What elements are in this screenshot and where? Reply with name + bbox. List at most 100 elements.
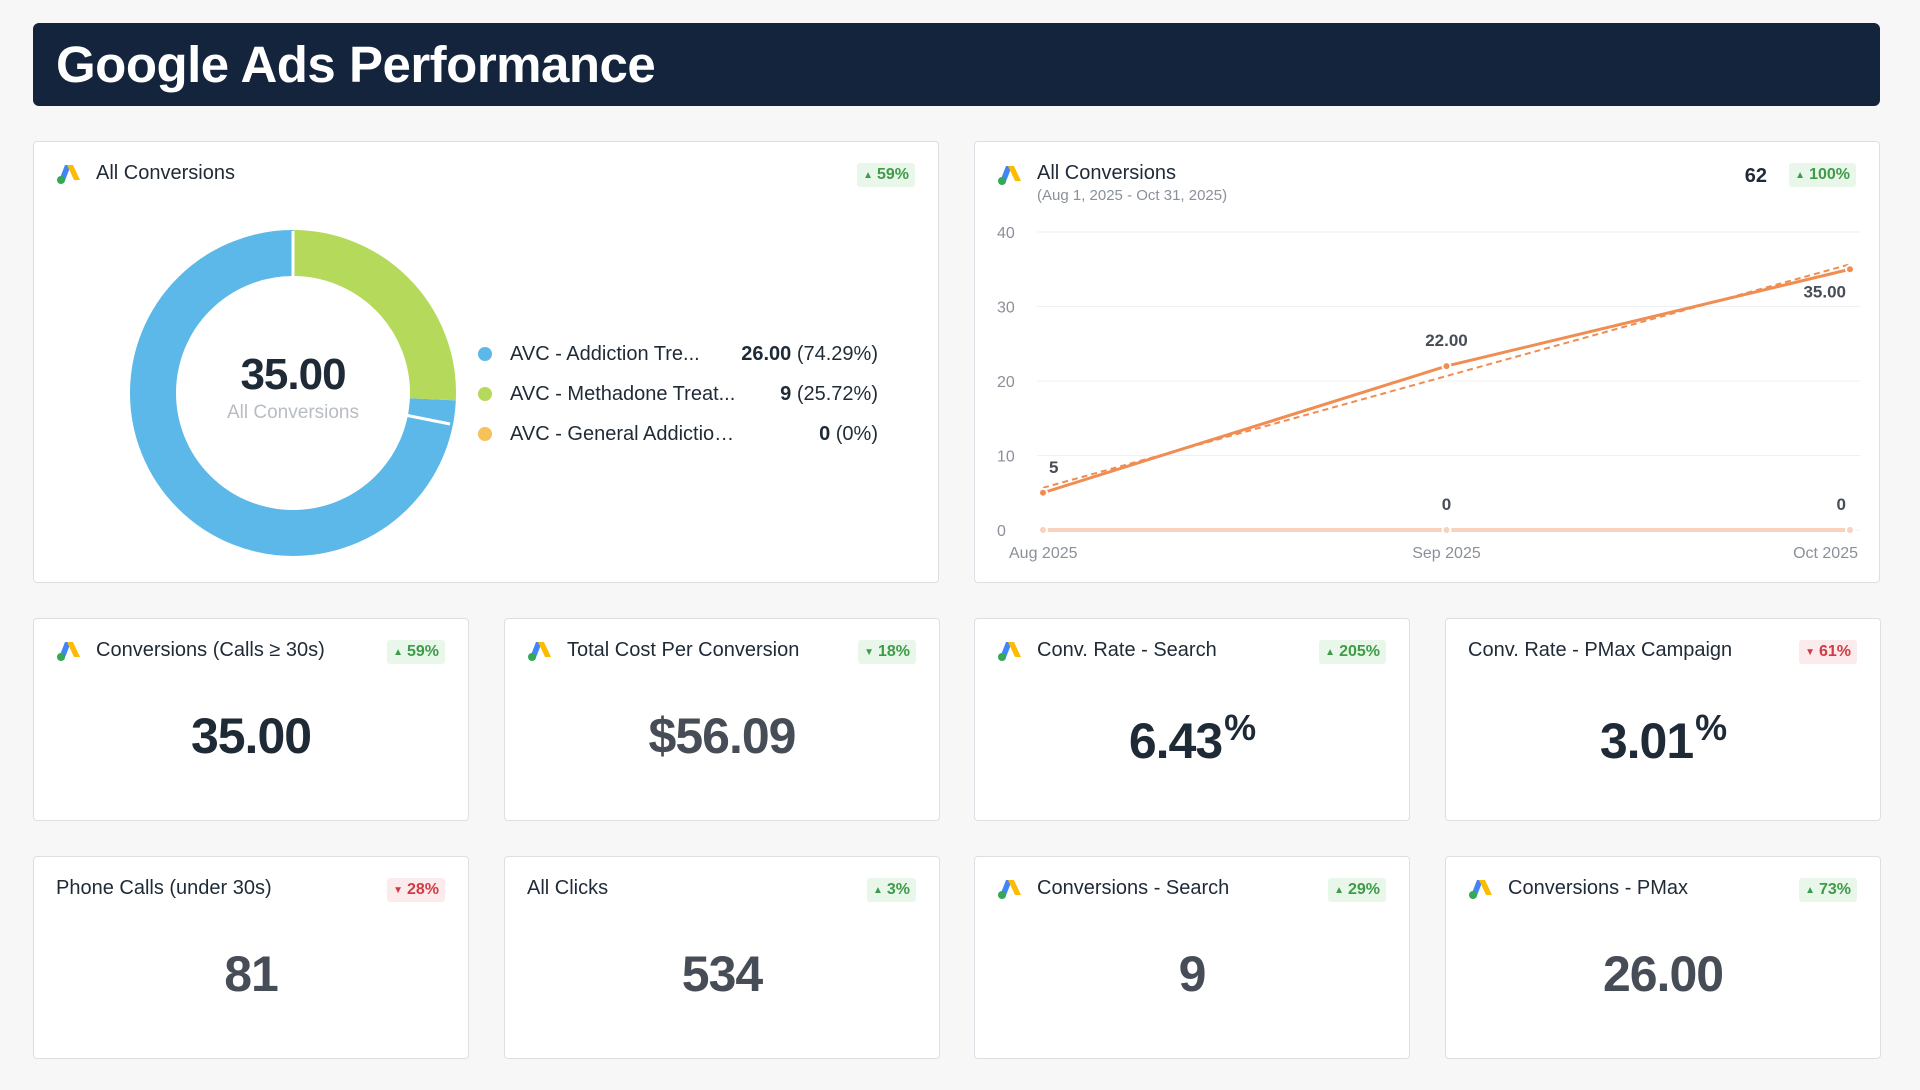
legend-dot — [478, 347, 492, 361]
kpi-title: Conversions - Search — [1037, 877, 1230, 899]
data-label: 0 — [1442, 495, 1451, 514]
card-title: Total Cost Per Conversion — [527, 639, 799, 662]
data-point — [1845, 264, 1855, 275]
google-ads-icon — [998, 641, 1021, 661]
down-arrow-icon: ▼ — [1805, 646, 1815, 658]
trend-badge-text: 61% — [1818, 643, 1851, 660]
data-point — [1441, 361, 1452, 372]
trend-line — [1042, 263, 1851, 489]
card-title: All Conversions — [56, 162, 235, 185]
legend-item[interactable]: AVC - General Addiction & R... 0 (0%) — [478, 414, 878, 454]
kpi-value: 81 — [224, 946, 279, 1002]
card-title: All Conversions (Aug 1, 2025 - Oct 31, 2… — [997, 162, 1227, 204]
data-label: 35.00 — [1803, 282, 1846, 301]
kpi-value: $56.09 — [648, 708, 797, 764]
kpi-title: Conv. Rate - PMax Campaign — [1468, 639, 1733, 661]
legend-item[interactable]: AVC - Methadone Treat... 9 (25.72%) — [478, 374, 878, 414]
kpi-card[interactable]: Conversions - PMax ▲ 73% 26.00 — [1445, 856, 1881, 1059]
legend-item[interactable]: AVC - Addiction Tre... 26.00 (74.29%) — [478, 334, 878, 374]
kpi-card[interactable]: Conv. Rate - PMax Campaign ▼ 61% 3.01% — [1445, 618, 1881, 821]
donut-center-label: All Conversions — [227, 402, 359, 423]
trend-badge-text: 205% — [1339, 643, 1380, 660]
y-tick-label: 30 — [997, 300, 1015, 317]
google-ads-icon — [998, 879, 1021, 899]
kpi-title: Conversions (Calls ≥ 30s) — [96, 639, 325, 661]
trend-badge: ▲ 29% — [1328, 878, 1386, 902]
kpi-card[interactable]: Conversions (Calls ≥ 30s) ▲ 59% 35.00 — [33, 618, 469, 821]
data-point — [1038, 487, 1048, 498]
donut-chart — [130, 230, 456, 556]
card-title: All Clicks — [527, 877, 608, 900]
legend-dot — [478, 387, 492, 401]
google-ads-icon — [528, 641, 551, 661]
kpi-title: Conv. Rate - Search — [1037, 639, 1217, 661]
y-tick-label: 10 — [997, 449, 1015, 466]
legend-dot — [478, 427, 492, 441]
up-arrow-icon: ▲ — [863, 169, 873, 181]
kpi-value: 35.00 — [190, 708, 312, 764]
card-title-text: All Conversions — [1037, 162, 1176, 184]
trend-badge: ▲ 100% — [1789, 163, 1856, 187]
google-ads-icon — [998, 166, 1021, 185]
x-tick-label: Aug 2025 — [1009, 545, 1078, 562]
all-conversions-donut-card[interactable]: All Conversions ▲ 59% 35.00 All Conversi… — [33, 141, 939, 583]
kpi-card[interactable]: All Clicks ▲ 3% 534 — [504, 856, 940, 1059]
y-tick-label: 20 — [997, 374, 1015, 391]
up-arrow-icon: ▲ — [872, 884, 883, 896]
up-arrow-icon: ▲ — [1795, 169, 1806, 181]
trend-badge: ▼ 28% — [387, 878, 445, 902]
date-range: (Aug 1, 2025 - Oct 31, 2025) — [1037, 187, 1228, 204]
trend-badge: ▲ 73% — [1799, 878, 1857, 902]
up-arrow-icon: ▲ — [1334, 884, 1344, 896]
trend-badge: ▲ 3% — [866, 878, 916, 902]
donut-legend: AVC - Addiction Tre... 26.00 (74.29%) AV… — [478, 334, 878, 454]
down-arrow-icon: ▼ — [864, 646, 874, 658]
kpi-value: 534 — [681, 946, 763, 1002]
trend-badge: ▼ 18% — [858, 640, 916, 664]
data-label: 5 — [1049, 458, 1058, 477]
card-title: Phone Calls (under 30s) — [56, 877, 272, 900]
data-label: 22.00 — [1425, 331, 1468, 350]
line-chart: 0 10 20 30 40 Aug 2025 Sep 2025 Oct 2025 5 22.00 3… — [997, 225, 1860, 562]
donut-center-value: 35.00 — [240, 350, 346, 399]
x-tick-label: Sep 2025 — [1412, 545, 1481, 562]
kpi-card[interactable]: Phone Calls (under 30s) ▼ 28% 81 — [33, 856, 469, 1059]
trend-badge-text: 18% — [877, 643, 910, 660]
kpi-title: Conversions - PMax — [1508, 877, 1689, 899]
trend-badge-text: 29% — [1347, 881, 1380, 898]
dashboard-header: Google Ads Performance — [33, 23, 1880, 106]
y-tick-label: 40 — [997, 225, 1015, 242]
kpi-value: 26.00 — [1602, 946, 1724, 1002]
data-point — [1038, 525, 1048, 535]
y-tick-label: 0 — [997, 523, 1006, 540]
total-value: 62 — [1744, 165, 1767, 187]
kpi-card[interactable]: Conversions - Search ▲ 29% 9 — [974, 856, 1410, 1059]
kpi-card[interactable]: Conv. Rate - Search ▲ 205% 6.43% — [974, 618, 1410, 821]
kpi-unit: % — [1695, 707, 1727, 748]
card-title: Conversions - Search — [997, 877, 1229, 900]
trend-badge-text: 73% — [1818, 881, 1851, 898]
kpi-card[interactable]: Total Cost Per Conversion ▼ 18% $56.09 — [504, 618, 940, 821]
data-point — [1441, 525, 1452, 535]
trend-badge-text: 3% — [886, 881, 910, 898]
data-label: 0 — [1837, 495, 1846, 514]
google-ads-icon — [1469, 879, 1492, 899]
kpi-value: 6.43% — [1128, 707, 1256, 769]
all-conversions-line-card[interactable]: All Conversions (Aug 1, 2025 - Oct 31, 2… — [974, 141, 1880, 583]
card-title: Conv. Rate - PMax Campaign — [1468, 639, 1732, 662]
trend-badge: ▲ 205% — [1319, 640, 1386, 664]
kpi-value: 9 — [1178, 946, 1207, 1002]
x-tick-label: Oct 2025 — [1793, 545, 1858, 562]
card-title: Conv. Rate - Search — [997, 639, 1217, 662]
trend-badge: ▲ 59% — [387, 640, 445, 664]
card-title: Conversions - PMax — [1468, 877, 1688, 900]
trend-badge-text: 59% — [406, 643, 439, 660]
down-arrow-icon: ▼ — [393, 884, 403, 896]
kpi-title: Total Cost Per Conversion — [567, 639, 800, 661]
up-arrow-icon: ▲ — [1325, 646, 1336, 658]
kpi-unit: % — [1224, 707, 1256, 748]
google-ads-icon — [57, 641, 80, 661]
card-title: Conversions (Calls ≥ 30s) — [56, 639, 325, 662]
kpi-value: 3.01% — [1599, 707, 1727, 769]
trend-badge-text: 28% — [406, 881, 439, 898]
